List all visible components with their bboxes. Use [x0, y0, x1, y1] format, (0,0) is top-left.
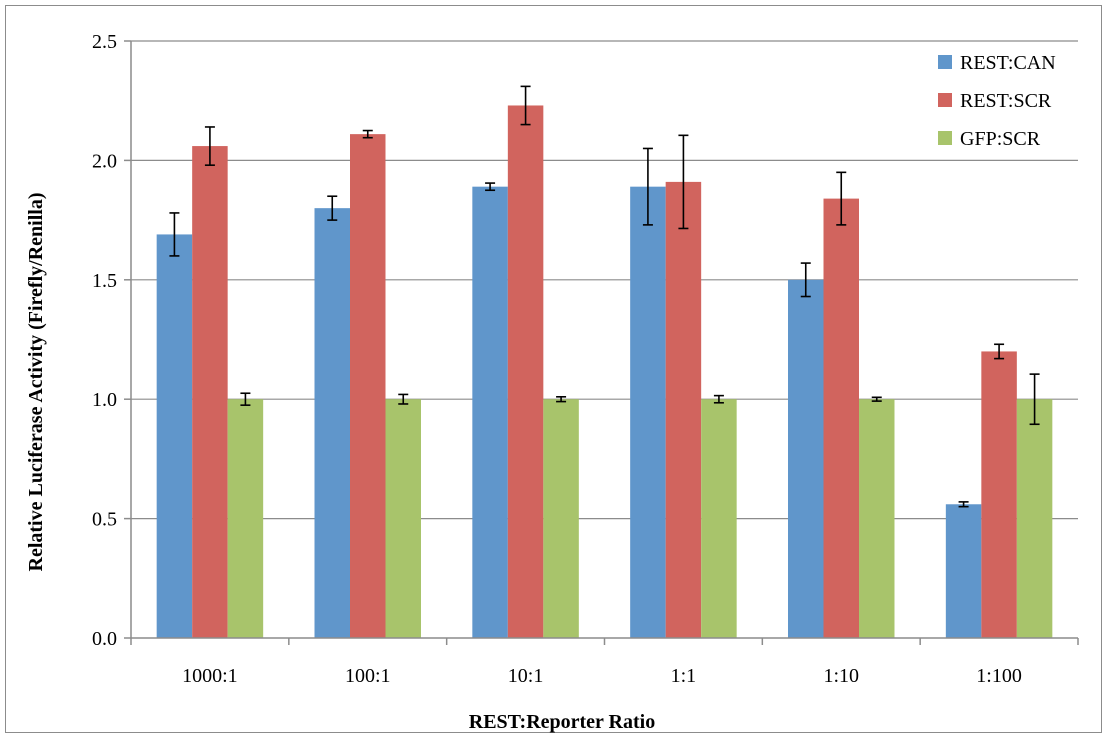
- legend: REST:CAN REST:SCR GFP:SCR: [938, 52, 1056, 150]
- bar: [701, 399, 737, 638]
- bar: [665, 181, 702, 638]
- y-axis-title: Relative Luciferase Activity (Firefly/Re…: [25, 193, 47, 572]
- x-tick-label: 10:1: [508, 665, 544, 687]
- y-tick-label: 2.5: [92, 31, 117, 53]
- bar: [981, 351, 1017, 638]
- y-tick-label: 1.0: [92, 389, 117, 411]
- bar: [788, 279, 824, 638]
- bar: [385, 399, 421, 638]
- bar: [859, 399, 895, 638]
- y-tick-label: 0.5: [92, 509, 117, 531]
- bar: [1016, 399, 1053, 638]
- x-tick-label: 100:1: [345, 665, 391, 687]
- y-tick-label: 1.5: [92, 270, 117, 292]
- axes: [130, 41, 1078, 639]
- y-tick-label: 2.0: [92, 150, 117, 172]
- bar: [472, 186, 508, 638]
- legend-swatch: [938, 131, 952, 145]
- legend-swatch: [938, 55, 952, 69]
- bars: [156, 105, 1053, 639]
- gridlines: [131, 40, 1078, 520]
- legend-label: REST:CAN: [960, 52, 1056, 74]
- legend-label: REST:SCR: [960, 90, 1052, 112]
- x-tick-labels: 1000:1 100:1 10:1 1:1 1:10 1:100: [130, 638, 1079, 687]
- bar: [350, 134, 386, 638]
- x-tick-label: 1:100: [976, 665, 1022, 687]
- y-tick-labels: 0.0 0.5 1.0 1.5 2.0 2.5: [92, 31, 131, 650]
- bar: [945, 504, 982, 638]
- x-tick-label: 1:10: [823, 665, 859, 687]
- bar: [156, 234, 193, 639]
- y-tick-label: 0.0: [92, 628, 117, 650]
- x-axis-title: REST:Reporter Ratio: [469, 711, 655, 733]
- bar: [227, 399, 264, 638]
- bar: [543, 399, 579, 638]
- legend-label: GFP:SCR: [960, 128, 1041, 150]
- legend-swatch: [938, 93, 952, 107]
- x-tick-label: 1:1: [671, 665, 697, 687]
- bar: [630, 186, 666, 638]
- x-tick-label: 1000:1: [182, 665, 238, 687]
- error-bars: [169, 85, 1040, 508]
- bar: [823, 198, 859, 638]
- bar: [192, 146, 228, 638]
- bar: [314, 208, 350, 638]
- bar: [507, 105, 544, 638]
